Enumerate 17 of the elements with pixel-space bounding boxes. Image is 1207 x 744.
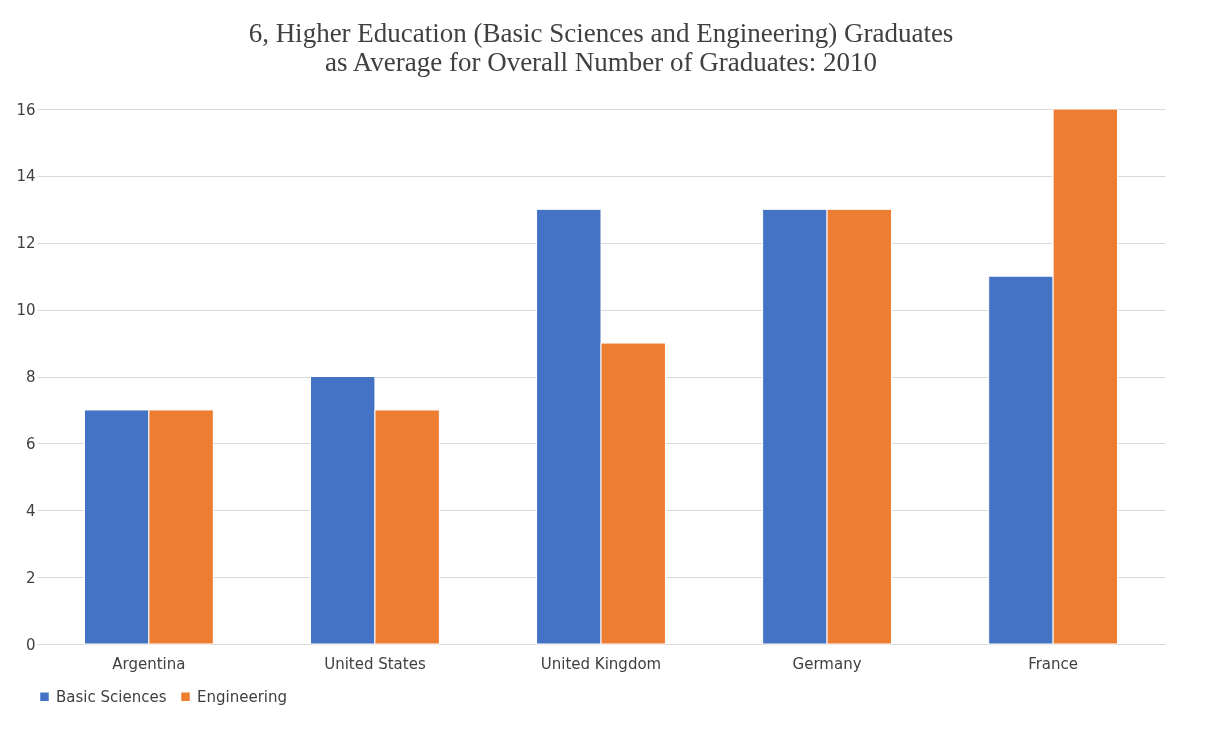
x-tick-label: United Kingdom bbox=[540, 654, 662, 673]
legend-label: Basic Sciences bbox=[56, 687, 167, 706]
legend-label: Engineering bbox=[197, 687, 287, 706]
x-tick-label: France bbox=[1028, 654, 1079, 673]
chart-title: 6, Higher Education (Basic Sciences and Engineering) Graduates as Average for Overall Number of Graduates: 2010 bbox=[248, 18, 954, 77]
x-tick-label: Germany bbox=[792, 654, 862, 673]
y-tick-label: 6 bbox=[25, 434, 36, 453]
y-tick-label: 14 bbox=[16, 167, 36, 186]
y-tick-label: 16 bbox=[16, 100, 36, 119]
x-tick-label: Argentina bbox=[112, 654, 186, 673]
y-tick-label: 0 bbox=[25, 635, 36, 654]
y-tick-label: 2 bbox=[25, 568, 36, 587]
y-tick-label: 4 bbox=[25, 501, 36, 520]
y-tick-label: 12 bbox=[16, 234, 36, 253]
y-tick-label: 10 bbox=[16, 301, 36, 320]
x-tick-label: United States bbox=[324, 654, 426, 673]
y-tick-label: 8 bbox=[25, 368, 36, 386]
